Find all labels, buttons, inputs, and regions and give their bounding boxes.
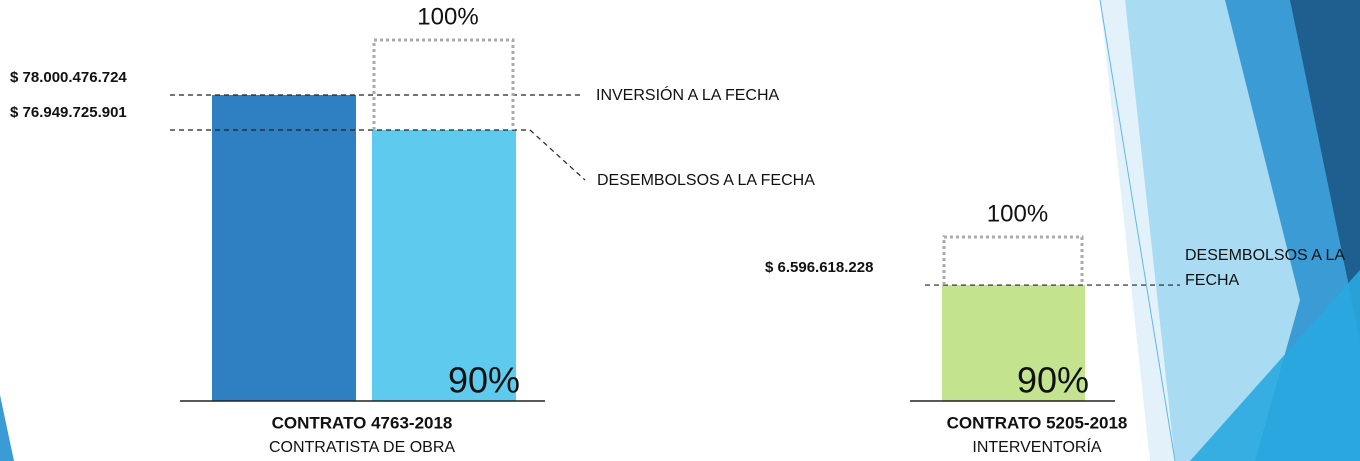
- max-box: [944, 237, 1082, 285]
- slide: {"chart_data": [ {"type": "bar", "catego…: [0, 0, 1360, 461]
- value-label: $ 6.596.618.228: [765, 259, 873, 276]
- max-box: [374, 40, 513, 130]
- legend-label: INVERSIÓN A LA FECHA: [596, 83, 856, 108]
- category-label: CONTRATO 4763-2018: [272, 413, 453, 432]
- subtitle: INTERVENTORÍA: [972, 437, 1102, 456]
- value-label: $ 78.000.476.724: [10, 69, 127, 86]
- bar: [212, 95, 356, 401]
- legend-label: DESEMBOLSOS A LA FECHA: [597, 168, 877, 193]
- progress-label: 90%: [1017, 360, 1089, 401]
- max-label: 100%: [417, 3, 478, 30]
- subtitle: CONTRATISTA DE OBRA: [269, 439, 455, 456]
- slide-canvas: $ 78.000.476.724 $ 76.949.725.901 100% 90% C…: [0, 0, 1360, 461]
- category-label: CONTRATO 5205-2018: [947, 413, 1128, 432]
- decor-shape: [0, 395, 14, 461]
- legend-label: DESEMBOLSOS A LA FECHA: [1185, 243, 1345, 293]
- progress-label: 90%: [448, 360, 520, 401]
- max-label: 100%: [987, 200, 1048, 227]
- background-decoration: [0, 0, 1360, 461]
- value-label: $ 76.949.725.901: [10, 104, 127, 121]
